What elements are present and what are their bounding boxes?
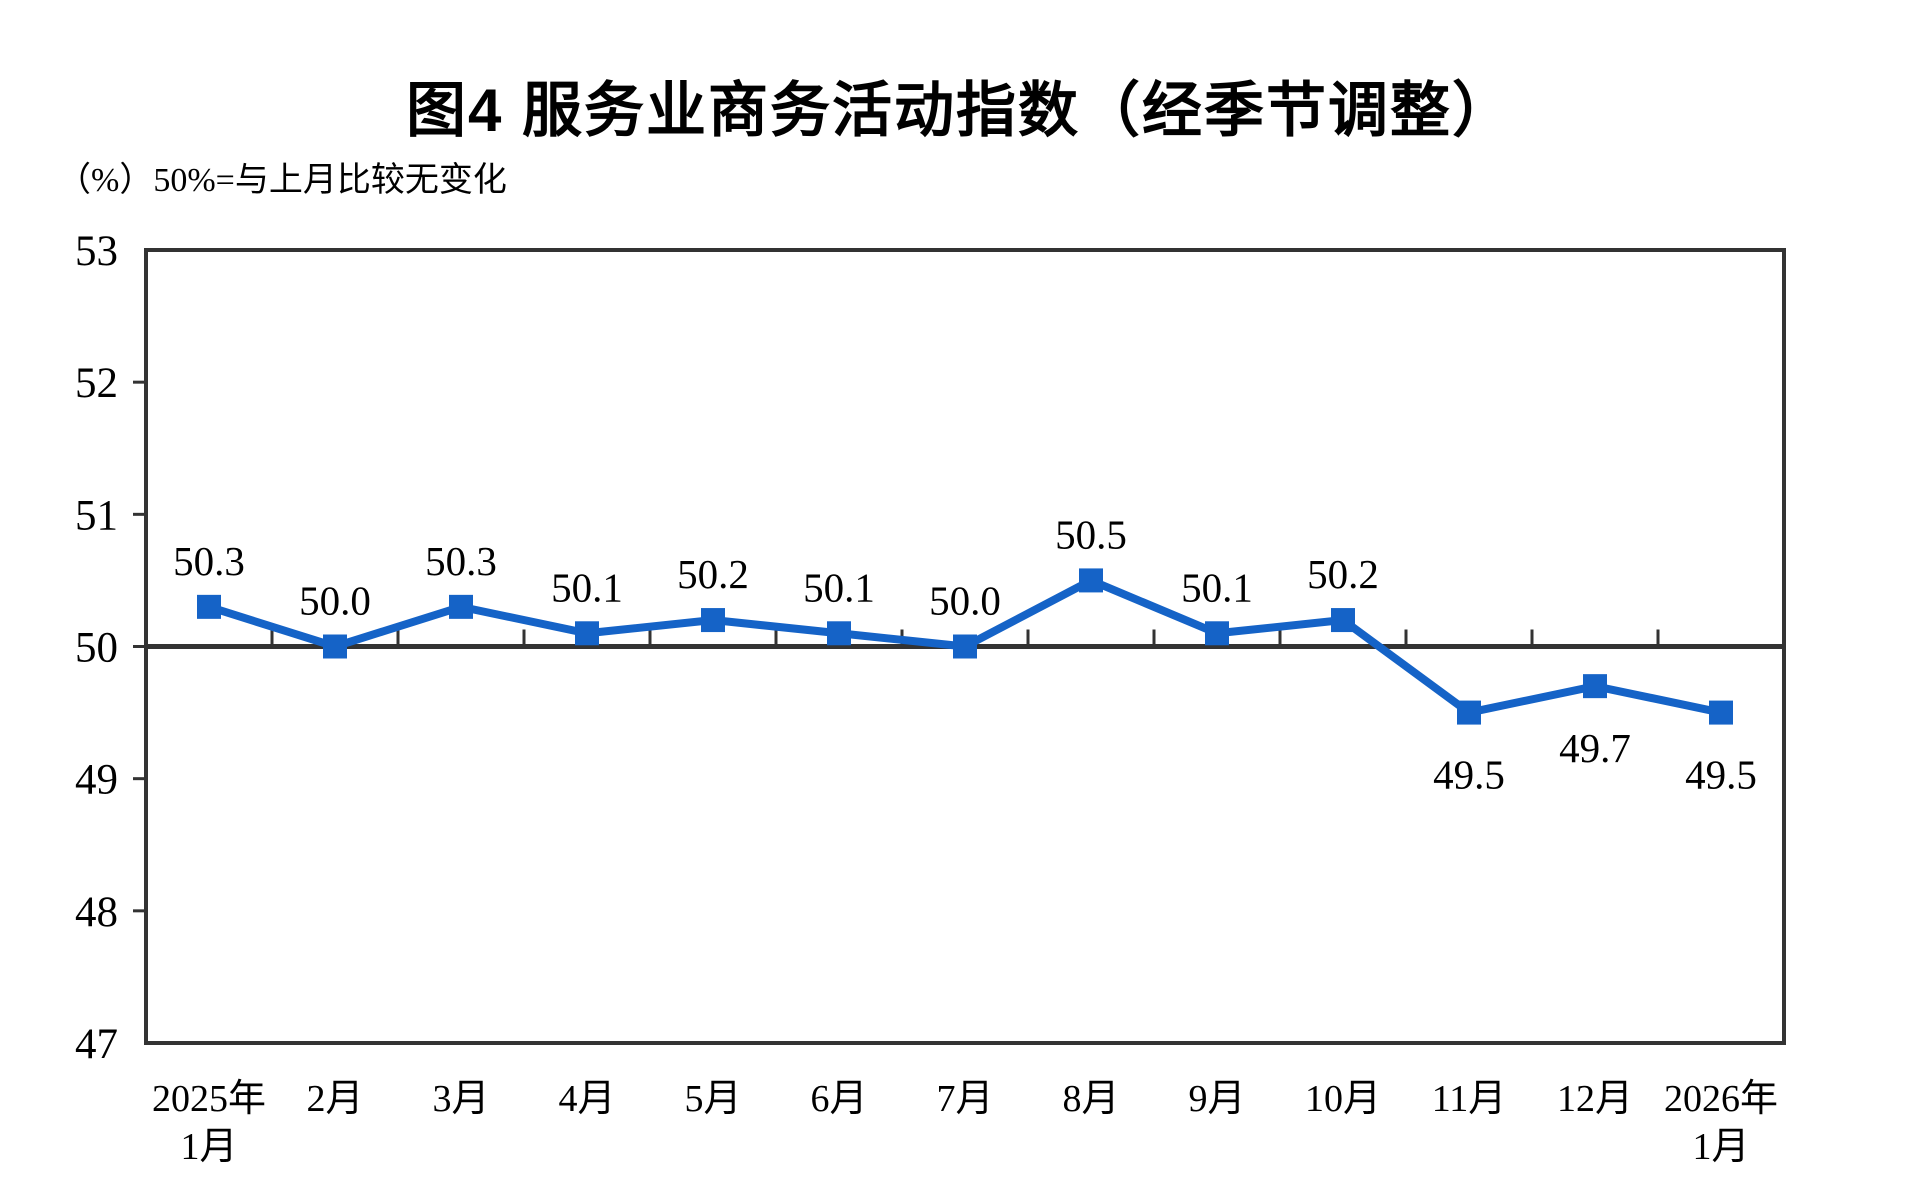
data-point-marker [1457, 700, 1481, 725]
data-point-marker [449, 594, 473, 619]
data-label: 50.2 [677, 551, 749, 597]
chart-title: 图4 服务业商务活动指数（经季节调整） [405, 77, 1515, 145]
x-axis-label: 9月 [1188, 1078, 1245, 1120]
data-point-marker [575, 621, 599, 646]
x-axis-label: 2025年 [152, 1078, 266, 1120]
data-point-marker [323, 634, 347, 659]
x-axis-label: 4月 [558, 1078, 615, 1120]
x-axis-label: 6月 [810, 1078, 867, 1120]
data-label: 50.3 [173, 538, 245, 584]
y-axis-tick-label: 47 [75, 1021, 118, 1068]
data-label: 50.1 [551, 564, 623, 610]
x-axis-label: 1月 [180, 1126, 237, 1168]
data-label: 50.0 [299, 578, 371, 624]
data-label: 50.2 [1307, 551, 1379, 597]
data-label: 50.0 [929, 578, 1001, 624]
x-axis-label: 2026年 [1664, 1078, 1778, 1120]
data-point-marker [701, 608, 725, 633]
x-axis-label: 5月 [684, 1078, 741, 1120]
x-axis-label: 1月 [1692, 1126, 1749, 1168]
x-axis-label: 10月 [1305, 1078, 1381, 1120]
data-point-marker [1331, 608, 1355, 633]
y-axis-tick-label: 52 [75, 360, 118, 407]
x-axis-label: 12月 [1557, 1078, 1633, 1120]
data-label: 49.7 [1559, 725, 1631, 771]
data-label: 50.1 [1181, 564, 1253, 610]
data-point-marker [197, 594, 221, 619]
data-point-marker [827, 621, 851, 646]
y-axis-tick-label: 49 [75, 757, 118, 804]
data-label: 50.5 [1055, 511, 1127, 557]
y-axis-tick-label: 48 [75, 889, 118, 936]
data-point-marker [953, 634, 977, 659]
x-axis-label: 2月 [306, 1078, 363, 1120]
data-point-marker [1709, 700, 1733, 725]
data-label: 50.1 [803, 564, 875, 610]
x-axis-label: 11月 [1432, 1078, 1507, 1120]
x-axis-label: 7月 [936, 1078, 993, 1120]
axis-unit-note: （%）50%=与上月比较无变化 [57, 162, 507, 199]
x-axis-label: 3月 [432, 1078, 489, 1120]
y-axis-tick-label: 50 [75, 625, 118, 672]
x-axis-label: 8月 [1062, 1078, 1119, 1120]
y-axis-tick-label: 53 [75, 228, 118, 275]
data-point-marker [1583, 674, 1607, 699]
data-point-marker [1205, 621, 1229, 646]
data-point-marker [1079, 568, 1103, 593]
data-label: 49.5 [1685, 752, 1757, 798]
y-axis-tick-label: 51 [75, 492, 118, 539]
data-label: 49.5 [1433, 752, 1505, 798]
data-label: 50.3 [425, 538, 497, 584]
